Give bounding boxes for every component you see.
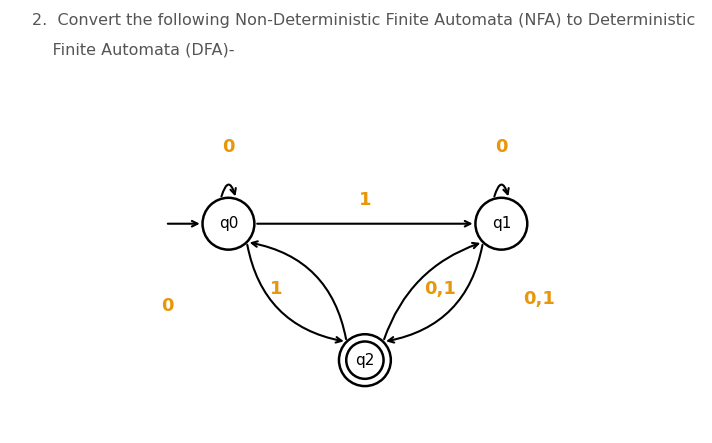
Text: Finite Automata (DFA)-: Finite Automata (DFA)-: [32, 42, 234, 57]
Circle shape: [202, 198, 254, 250]
Text: 1: 1: [359, 191, 371, 209]
Text: 0: 0: [161, 296, 173, 315]
Text: q0: q0: [219, 216, 238, 231]
Text: 0: 0: [495, 138, 508, 155]
Circle shape: [339, 334, 391, 386]
Text: 0: 0: [222, 138, 235, 155]
Text: 0,1: 0,1: [424, 280, 456, 298]
Text: 0,1: 0,1: [523, 290, 555, 308]
Text: q1: q1: [492, 216, 511, 231]
Circle shape: [476, 198, 528, 250]
Text: 1: 1: [270, 280, 283, 298]
Text: 2.  Convert the following Non-Deterministic Finite Automata (NFA) to Determinist: 2. Convert the following Non-Determinist…: [32, 13, 696, 28]
Text: q2: q2: [355, 353, 375, 368]
